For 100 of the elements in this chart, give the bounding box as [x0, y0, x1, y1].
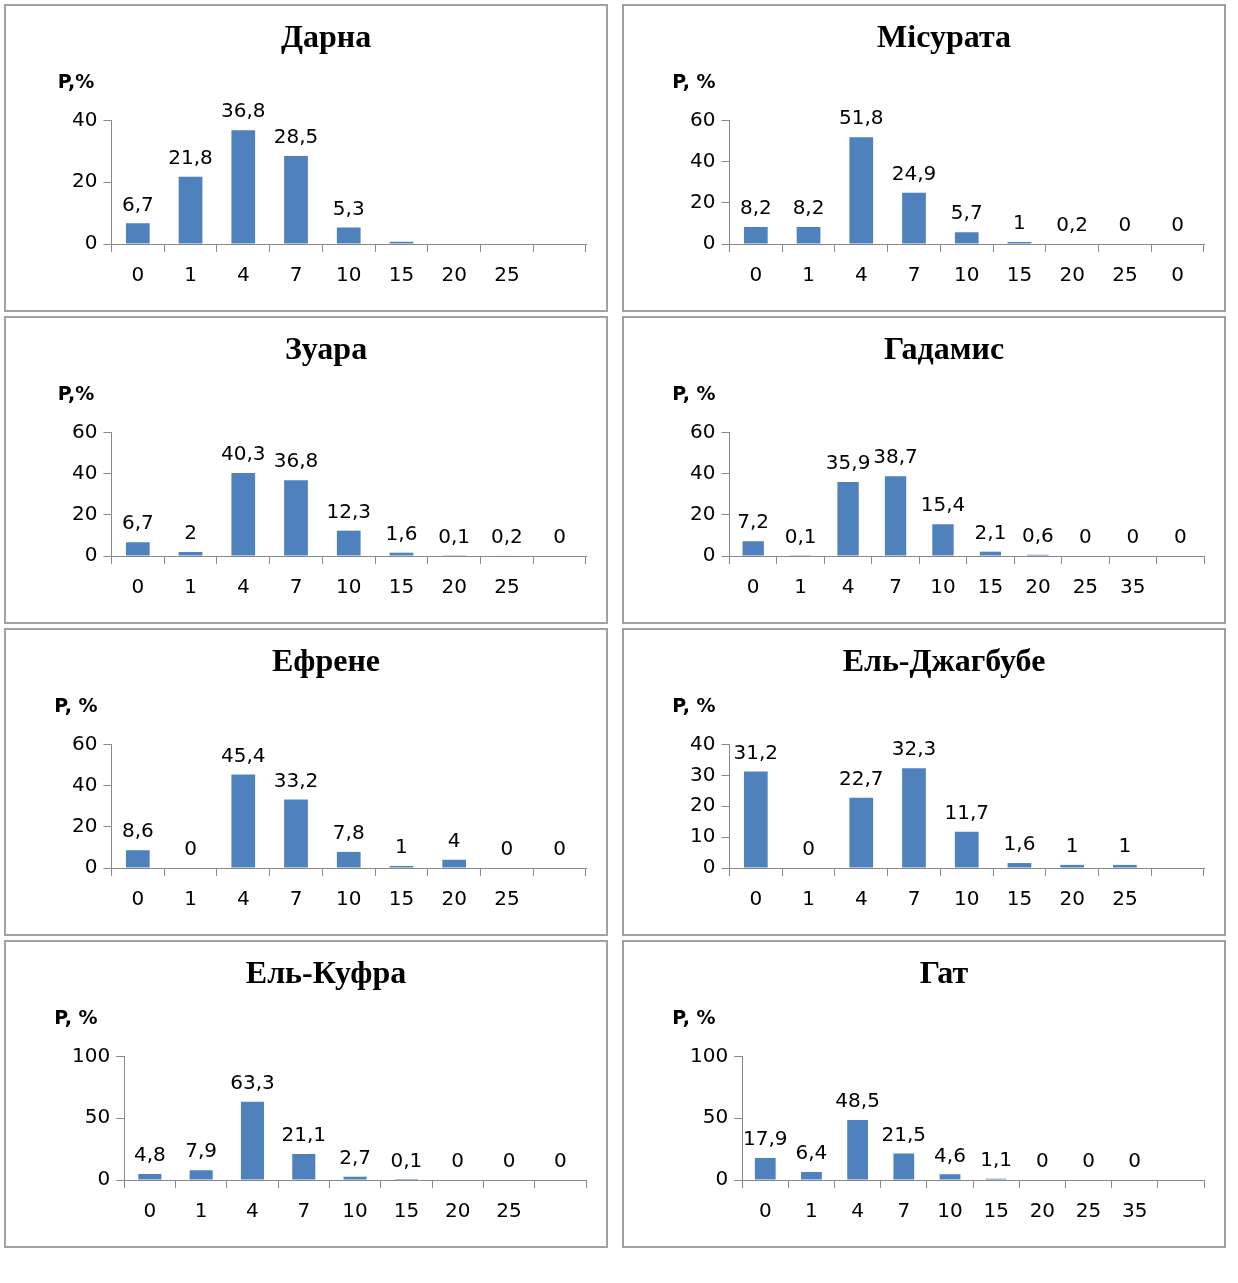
data-label: 36,8: [273, 448, 319, 473]
data-label: 0: [451, 1148, 465, 1173]
bar: [1060, 864, 1085, 868]
bar: [932, 524, 954, 556]
bar: [178, 551, 203, 556]
x-tick-label: 20: [1059, 262, 1085, 287]
chart-title: Місурата: [877, 18, 1011, 55]
bar: [979, 551, 1002, 556]
data-label: 21,5: [881, 1121, 927, 1146]
data-label: 8,6: [121, 818, 154, 843]
data-label: 1: [1013, 210, 1026, 235]
y-axis-title: P, %: [54, 1005, 98, 1028]
y-tick-label: 20: [690, 189, 716, 213]
bar: [849, 797, 874, 868]
data-label: 1,6: [385, 520, 418, 545]
x-tick-label: 10: [954, 886, 980, 911]
data-label: 40,3: [221, 441, 266, 466]
x-tick-label: 1: [184, 262, 197, 287]
bar: [343, 1176, 367, 1180]
y-axis-title: P, %: [672, 1005, 716, 1028]
data-label: 5,3: [332, 195, 365, 220]
y-tick-label: 20: [690, 501, 716, 525]
data-label: 7,2: [737, 509, 770, 534]
bar: [389, 552, 414, 556]
x-tick-label: 15: [393, 1198, 420, 1223]
data-label: 0: [553, 1148, 567, 1173]
bar: [138, 1174, 162, 1180]
x-tick-label: 35: [1122, 1198, 1148, 1223]
x-tick-label: 7: [907, 886, 921, 911]
x-tick-label: 25: [494, 886, 520, 911]
bar: [893, 1153, 915, 1180]
data-label: 31,2: [733, 739, 779, 764]
x-tick-label: 1: [805, 1198, 818, 1223]
data-label: 28,5: [273, 124, 319, 149]
x-tick-label: 25: [1075, 1198, 1102, 1223]
data-label: 0: [500, 836, 514, 861]
y-tick-label: 0: [702, 854, 716, 879]
data-label: 6,7: [121, 191, 154, 216]
bar: [284, 480, 308, 556]
x-tick-label: 10: [342, 1198, 368, 1223]
y-tick-label: 20: [72, 813, 98, 837]
bar: [231, 130, 256, 244]
y-tick-label: 40: [72, 106, 98, 131]
bar: [743, 771, 768, 868]
y-tick-label: 40: [690, 147, 716, 172]
x-tick-label: 0: [749, 886, 763, 911]
data-label: 8,2: [792, 195, 825, 220]
data-label: 21,8: [168, 144, 213, 169]
data-label: 7,8: [332, 820, 365, 845]
data-label: 8,2: [739, 195, 772, 220]
x-tick-label: 1: [194, 1198, 208, 1223]
data-label: 51,8: [839, 105, 884, 130]
x-tick-label: 1: [802, 262, 815, 287]
chart-title: Зуара: [284, 330, 368, 367]
x-tick-label: 25: [1072, 574, 1099, 599]
data-label: 0: [1171, 212, 1184, 237]
y-tick-label: 50: [702, 1104, 729, 1129]
y-tick-label: 100: [71, 1042, 111, 1067]
data-label: 11,7: [944, 800, 989, 825]
y-tick-label: 0: [84, 230, 98, 255]
x-tick-label: 20: [441, 262, 467, 287]
x-tick-label: 0: [131, 262, 145, 287]
data-label: 4: [447, 827, 461, 852]
y-axis-title: P, %: [54, 693, 98, 716]
chart-title: Дарна: [280, 18, 372, 55]
x-tick-label: 1: [794, 574, 807, 599]
bar: [847, 1120, 869, 1180]
y-tick-label: 100: [689, 1042, 729, 1067]
x-tick-label: 25: [1112, 262, 1138, 287]
y-tick-label: 0: [97, 1166, 111, 1191]
bar: [336, 227, 361, 244]
data-label: 17,9: [743, 1126, 788, 1151]
bar: [796, 227, 821, 244]
chart-title: Ель-Куфра: [245, 954, 407, 991]
x-tick-label: 20: [441, 574, 467, 599]
chart-title: Ель-Джагбубе: [842, 642, 1046, 679]
x-tick-label: 4: [841, 574, 855, 599]
x-tick-label: 20: [1059, 886, 1085, 911]
x-tick-label: 1: [184, 574, 197, 599]
data-label: 2,7: [339, 1144, 371, 1169]
x-tick-label: 20: [441, 886, 467, 911]
y-tick-label: 40: [72, 459, 98, 484]
data-label: 0: [553, 524, 566, 549]
data-label: 1: [395, 834, 408, 859]
x-tick-label: 7: [907, 262, 921, 287]
y-tick-label: 60: [690, 106, 716, 131]
y-tick-label: 60: [690, 418, 716, 443]
y-axis-title: P, %: [672, 381, 716, 404]
x-tick-label: 10: [336, 574, 362, 599]
x-tick-label: 35: [1120, 574, 1146, 599]
y-tick-label: 40: [690, 459, 716, 484]
y-tick-label: 40: [72, 771, 98, 796]
x-tick-label: 25: [1112, 886, 1138, 911]
data-label: 0: [1173, 524, 1187, 549]
bar: [189, 1170, 213, 1180]
data-label: 32,3: [891, 736, 937, 761]
x-tick-label: 0: [749, 262, 763, 287]
data-label: 2: [184, 520, 197, 545]
data-label: 0: [1079, 524, 1092, 549]
bar: [336, 851, 361, 868]
